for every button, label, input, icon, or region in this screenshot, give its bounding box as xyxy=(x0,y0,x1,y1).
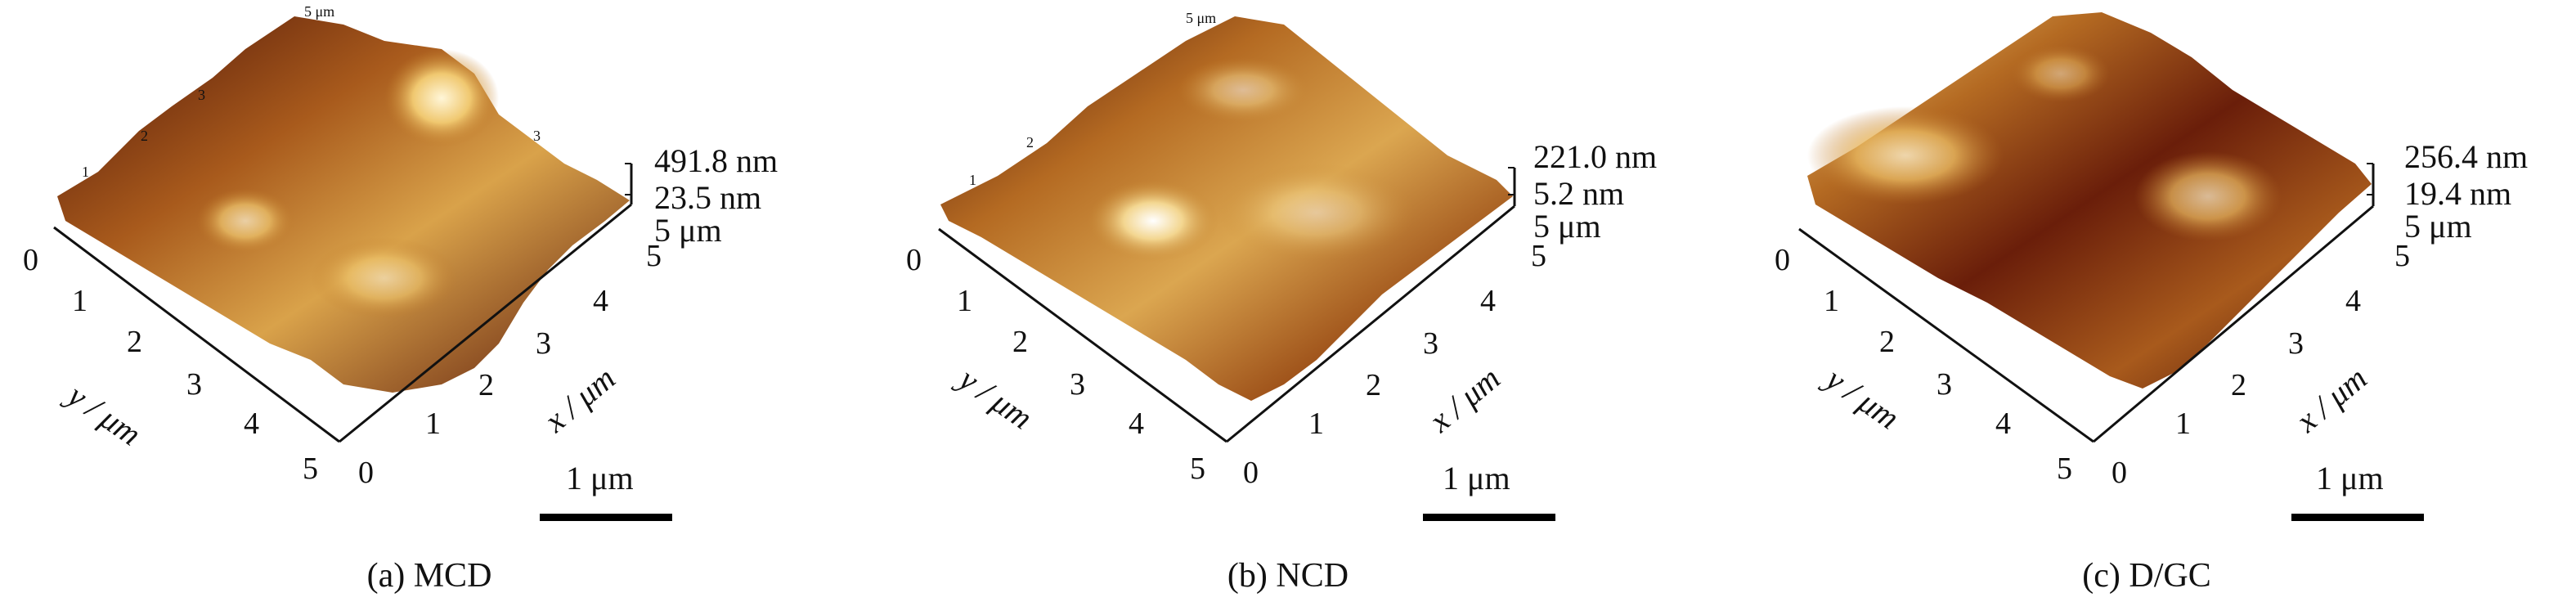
y-axis-line xyxy=(1798,227,2094,443)
y-tick: 0 xyxy=(1775,243,1790,277)
z-min-label: 5.2 nm xyxy=(1533,175,1624,212)
y-axis-ticks: 0 1 2 3 4 5 xyxy=(23,243,318,486)
y-tick: 5 xyxy=(1190,452,1205,486)
x-axis-name: x / μm xyxy=(1421,360,1507,440)
x-tick: 2 xyxy=(1366,368,1381,402)
scale-bar xyxy=(2291,514,2424,521)
y-tick: 4 xyxy=(1995,407,2011,441)
x-tick: 3 xyxy=(536,326,551,361)
z-range-label: 5 μm xyxy=(654,212,722,249)
svg-text:2: 2 xyxy=(141,128,148,144)
x-tick: 1 xyxy=(425,407,441,441)
y-axis-line xyxy=(938,227,1227,443)
svg-text:1: 1 xyxy=(82,164,89,180)
scale-bar xyxy=(1423,514,1555,521)
panel-ncd: 0 1 2 3 4 5 y / μm 0 1 2 3 4 5 x / μm 22… xyxy=(859,0,1717,611)
y-tick: 3 xyxy=(186,367,202,402)
peak-highlight xyxy=(1088,180,1218,262)
x-axis-ticks: 0 1 2 3 4 5 xyxy=(2112,239,2410,490)
y-tick: 4 xyxy=(1129,407,1144,441)
x-tick: 5 xyxy=(2394,239,2410,273)
y-axis-name: y / μm xyxy=(59,375,148,452)
y-axis-ticks: 0 1 2 3 4 5 xyxy=(906,243,1205,486)
svg-text:1: 1 xyxy=(969,172,976,188)
z-max-label: 491.8 nm xyxy=(654,142,778,179)
y-tick: 0 xyxy=(906,243,922,277)
y-axis-line xyxy=(53,226,340,443)
y-tick: 5 xyxy=(2057,452,2072,486)
y-tick: 0 xyxy=(23,243,38,277)
peak-highlight xyxy=(1218,164,1415,262)
panel-dgc: 0 1 2 3 4 5 y / μm 0 1 2 3 4 5 x / μm 25… xyxy=(1717,0,2576,611)
x-axis-ticks: 0 1 2 3 4 5 xyxy=(358,239,662,490)
y-tick: 5 xyxy=(303,452,318,486)
svg-text:2: 2 xyxy=(1026,134,1034,151)
peak-highlight xyxy=(2012,45,2110,102)
y-axis-name: y / μm xyxy=(1817,358,1906,436)
x-tick: 0 xyxy=(358,456,374,490)
x-axis-line xyxy=(339,203,632,443)
z-range-label: 5 μm xyxy=(1533,208,1601,245)
scale-bar xyxy=(540,514,672,521)
x-tick: 3 xyxy=(2288,326,2304,361)
y-axis-ticks: 0 1 2 3 4 5 xyxy=(1775,243,2072,486)
x-tick: 5 xyxy=(646,239,662,273)
scale-bar-label: 1 μm xyxy=(566,460,634,496)
panel-caption: (a) MCD xyxy=(366,557,492,595)
peak-highlight xyxy=(311,237,458,319)
z-range-label: 5 μm xyxy=(2404,208,2472,245)
x-axis-line xyxy=(2093,204,2374,443)
x-axis-ticks: 0 1 2 3 4 5 xyxy=(1243,239,1546,490)
panel-caption: (c) D/GC xyxy=(2082,557,2211,595)
x-tick: 4 xyxy=(1480,284,1496,318)
afm-plot-dgc: 0 1 2 3 4 5 y / μm 0 1 2 3 4 5 x / μm 25… xyxy=(1775,12,2528,521)
y-tick: 1 xyxy=(957,284,972,318)
x-tick: 2 xyxy=(2231,368,2246,402)
y-tick: 2 xyxy=(127,325,142,359)
y-axis-name: y / μm xyxy=(950,358,1039,436)
peak-highlight xyxy=(2134,151,2282,241)
peak-highlight xyxy=(1807,106,2004,204)
scale-bar-label: 1 μm xyxy=(1443,460,1510,496)
x-tick: 1 xyxy=(2175,407,2191,441)
z-max-label: 256.4 nm xyxy=(2404,138,2528,175)
surface-corner-labels: 5 μm 3 2 1 3 xyxy=(82,3,541,180)
z-max-label: 221.0 nm xyxy=(1533,138,1657,175)
svg-text:3: 3 xyxy=(533,128,541,144)
x-tick: 1 xyxy=(1308,407,1324,441)
svg-text:5 μm: 5 μm xyxy=(1186,10,1216,26)
y-tick: 3 xyxy=(1936,367,1952,402)
afm-plot-ncd: 0 1 2 3 4 5 y / μm 0 1 2 3 4 5 x / μm 22… xyxy=(906,10,1657,521)
y-tick: 2 xyxy=(1012,325,1028,359)
peak-highlight xyxy=(384,49,499,147)
x-axis-line xyxy=(1226,204,1515,443)
scale-bar-label: 1 μm xyxy=(2316,460,2384,496)
x-tick: 2 xyxy=(478,368,494,402)
x-tick: 0 xyxy=(1243,456,1259,490)
y-tick: 2 xyxy=(1879,325,1895,359)
x-tick: 5 xyxy=(1531,239,1546,273)
y-tick: 4 xyxy=(244,407,259,441)
x-tick: 4 xyxy=(2345,284,2361,318)
panel-mcd: 0 1 2 3 4 5 y / μm 0 1 2 3 4 5 x / μm 49… xyxy=(0,0,859,611)
svg-text:3: 3 xyxy=(198,87,205,103)
x-tick: 4 xyxy=(593,284,608,318)
y-tick: 1 xyxy=(1824,284,1839,318)
peak-highlight xyxy=(196,188,294,254)
x-axis-name: x / μm xyxy=(2288,360,2374,440)
panel-caption: (b) NCD xyxy=(1227,557,1349,595)
afm-plot-mcd: 0 1 2 3 4 5 y / μm 0 1 2 3 4 5 x / μm 49… xyxy=(23,3,778,521)
y-tick: 3 xyxy=(1070,367,1085,402)
x-tick: 0 xyxy=(2112,456,2127,490)
peak-highlight xyxy=(1178,57,1308,123)
x-axis-name: x / μm xyxy=(536,360,622,440)
x-tick: 3 xyxy=(1423,326,1438,361)
z-min-label: 23.5 nm xyxy=(654,179,761,216)
svg-text:5 μm: 5 μm xyxy=(304,3,334,20)
surface-corner-labels: 5 μm 2 1 xyxy=(969,10,1216,188)
afm-surface xyxy=(1807,12,2372,389)
y-tick: 1 xyxy=(72,284,88,318)
z-min-label: 19.4 nm xyxy=(2404,175,2511,212)
